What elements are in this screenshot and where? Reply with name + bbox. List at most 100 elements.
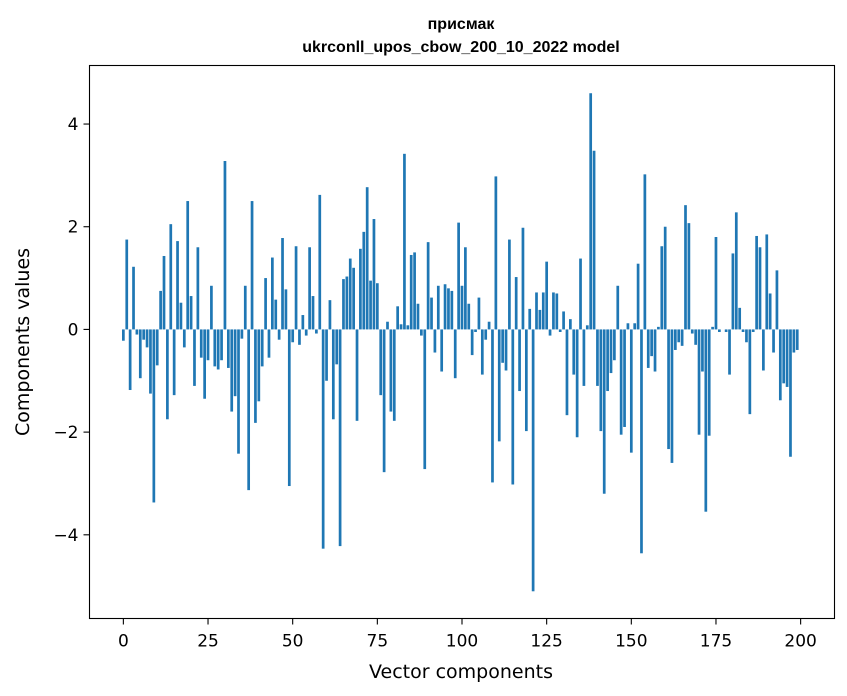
bar-87 bbox=[416, 303, 420, 330]
bar-108 bbox=[487, 321, 491, 330]
bar-150 bbox=[629, 329, 633, 453]
bar-91 bbox=[430, 297, 433, 330]
bar-20 bbox=[189, 296, 193, 330]
bar-110 bbox=[494, 176, 498, 330]
bar-111 bbox=[497, 329, 501, 442]
bar-67 bbox=[348, 258, 352, 330]
y-tick-label--4: −4 bbox=[53, 526, 78, 546]
bar-84 bbox=[406, 325, 410, 330]
bar-129 bbox=[558, 329, 562, 332]
bar-89 bbox=[423, 329, 427, 470]
bar-152 bbox=[636, 263, 640, 330]
bar-197 bbox=[789, 329, 792, 457]
bar-46 bbox=[277, 329, 281, 340]
bar-115 bbox=[511, 329, 515, 485]
x-tick-label-50: 50 bbox=[282, 632, 304, 652]
bar-195 bbox=[782, 329, 786, 384]
bar-26 bbox=[210, 285, 213, 330]
bar-32 bbox=[230, 329, 234, 412]
bar-105 bbox=[477, 297, 481, 330]
x-tick-label-0: 0 bbox=[118, 632, 129, 652]
bar-47 bbox=[281, 238, 284, 330]
bar-2 bbox=[128, 329, 132, 391]
bar-166 bbox=[684, 205, 687, 330]
bar-173 bbox=[707, 329, 711, 436]
bar-154 bbox=[643, 174, 647, 330]
bar-191 bbox=[768, 293, 772, 330]
bar-66 bbox=[345, 276, 349, 330]
bar-59 bbox=[321, 329, 325, 549]
bar-132 bbox=[569, 319, 572, 330]
bar-70 bbox=[359, 248, 362, 330]
bar-43 bbox=[267, 329, 271, 358]
bar-194 bbox=[778, 329, 782, 401]
bar-183 bbox=[741, 329, 745, 332]
bar-101 bbox=[464, 247, 467, 330]
bar-196 bbox=[785, 329, 789, 387]
bar-30 bbox=[223, 161, 227, 330]
bar-49 bbox=[287, 329, 291, 487]
bar-121 bbox=[531, 329, 535, 592]
bar-93 bbox=[436, 285, 440, 330]
bar-181 bbox=[734, 212, 738, 330]
bar-18 bbox=[182, 329, 186, 348]
bar-81 bbox=[396, 306, 400, 330]
bar-131 bbox=[565, 329, 569, 416]
bar-75 bbox=[375, 283, 379, 330]
bar-144 bbox=[609, 329, 613, 374]
bar-116 bbox=[514, 277, 518, 330]
bar-182 bbox=[738, 307, 742, 330]
bar-22 bbox=[196, 247, 200, 330]
bar-172 bbox=[704, 329, 708, 512]
bar-143 bbox=[606, 329, 609, 392]
y-tick-label--2: −2 bbox=[53, 423, 78, 443]
bar-6 bbox=[142, 329, 146, 340]
x-tick-label-200: 200 bbox=[784, 632, 816, 652]
bar-3 bbox=[132, 266, 135, 330]
bar-97 bbox=[450, 290, 454, 330]
bar-78 bbox=[386, 321, 389, 330]
bar-175 bbox=[714, 237, 718, 330]
bar-146 bbox=[616, 285, 620, 330]
bar-83 bbox=[403, 153, 406, 330]
bar-27 bbox=[213, 329, 217, 367]
bar-31 bbox=[226, 329, 230, 368]
bar-73 bbox=[369, 280, 372, 330]
bar-190 bbox=[765, 234, 769, 330]
bar-15 bbox=[172, 329, 176, 396]
bar-103 bbox=[470, 329, 474, 356]
bar-117 bbox=[518, 329, 521, 392]
bar-25 bbox=[206, 329, 210, 361]
bar-0 bbox=[122, 329, 125, 341]
bar-63 bbox=[335, 329, 339, 365]
bar-163 bbox=[673, 329, 677, 350]
bar-50 bbox=[291, 329, 295, 343]
bar-184 bbox=[745, 329, 748, 343]
bar-186 bbox=[751, 329, 755, 332]
bar-130 bbox=[562, 311, 565, 330]
bar-137 bbox=[585, 325, 589, 330]
y-tick-label-2: 2 bbox=[68, 218, 79, 238]
x-tick-label-25: 25 bbox=[197, 632, 219, 652]
bar-96 bbox=[447, 288, 450, 330]
bar-51 bbox=[294, 246, 298, 330]
bar-85 bbox=[409, 254, 413, 330]
chart-title-line-2: ukrconll_upos_cbow_200_10_2022 model bbox=[302, 39, 619, 56]
bar-156 bbox=[650, 329, 653, 357]
bar-38 bbox=[250, 201, 254, 330]
bar-124 bbox=[541, 292, 545, 330]
bar-37 bbox=[247, 329, 251, 491]
bar-21 bbox=[193, 329, 196, 386]
bar-36 bbox=[243, 285, 247, 330]
bar-102 bbox=[467, 303, 471, 330]
bar-145 bbox=[613, 329, 616, 361]
bar-65 bbox=[342, 279, 345, 330]
bar-9 bbox=[152, 329, 156, 503]
bar-34 bbox=[237, 329, 240, 454]
bar-14 bbox=[169, 224, 173, 330]
bar-168 bbox=[690, 329, 694, 334]
bar-98 bbox=[453, 329, 457, 379]
bar-193 bbox=[775, 270, 779, 330]
x-tick-label-175: 175 bbox=[700, 632, 732, 652]
bar-123 bbox=[538, 309, 542, 330]
